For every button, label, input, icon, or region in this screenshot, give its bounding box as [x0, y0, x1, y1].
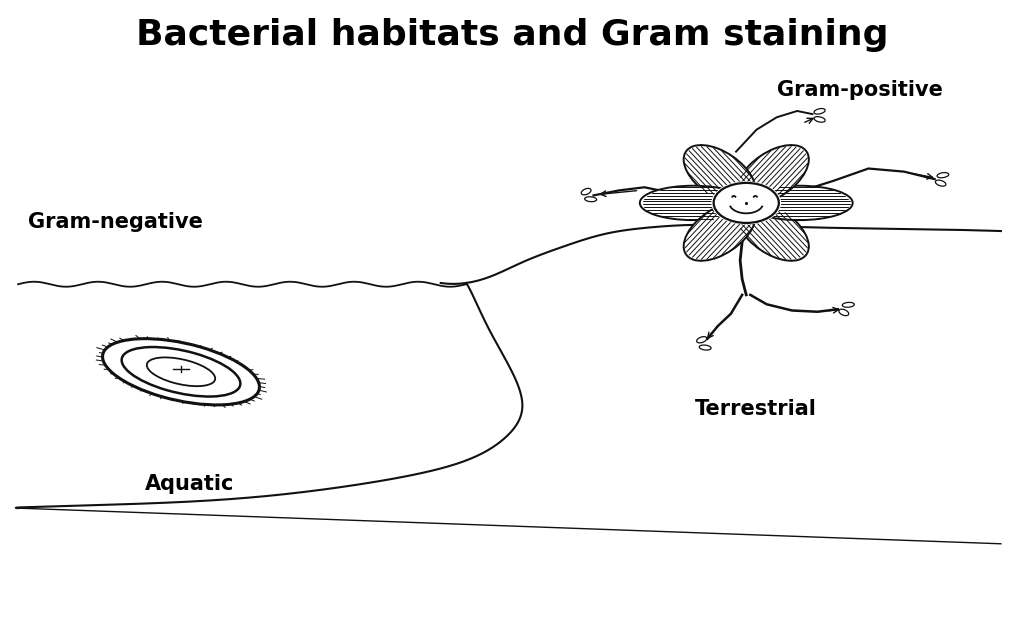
Ellipse shape: [684, 201, 756, 261]
Ellipse shape: [736, 201, 809, 261]
Text: Gram-positive: Gram-positive: [777, 80, 943, 100]
Text: Bacterial habitats and Gram staining: Bacterial habitats and Gram staining: [136, 18, 888, 52]
Circle shape: [712, 182, 780, 224]
Ellipse shape: [684, 145, 756, 204]
Text: Aquatic: Aquatic: [145, 475, 234, 494]
Text: Terrestrial: Terrestrial: [695, 399, 817, 420]
Ellipse shape: [640, 186, 746, 220]
Ellipse shape: [745, 186, 853, 220]
Ellipse shape: [102, 339, 259, 405]
Ellipse shape: [736, 145, 809, 204]
Circle shape: [714, 183, 779, 223]
Text: Gram-negative: Gram-negative: [29, 211, 203, 232]
